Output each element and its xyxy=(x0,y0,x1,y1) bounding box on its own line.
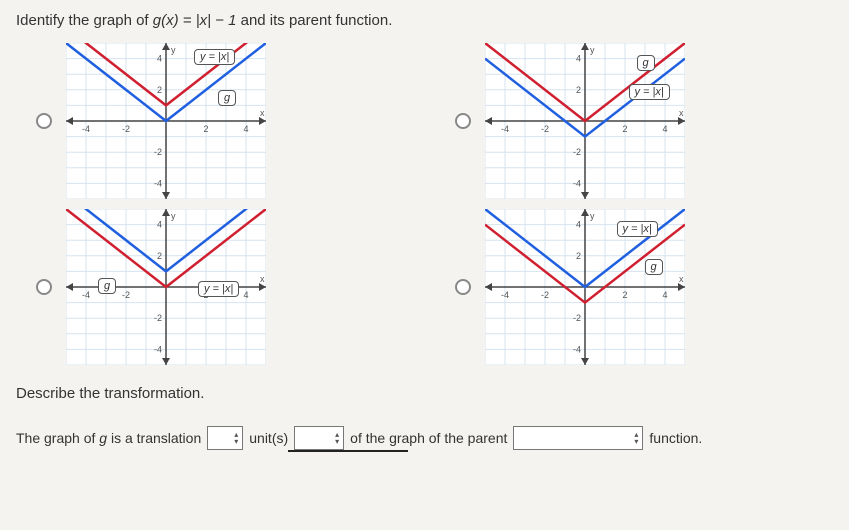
graph-area: -4 -4 -2 -2 2 2 4 4 x y y = |x| g xyxy=(66,43,266,199)
svg-text:-4: -4 xyxy=(572,344,580,354)
direction-stepper[interactable]: ▴▾ xyxy=(294,426,344,450)
svg-text:y: y xyxy=(590,211,595,221)
svg-text:2: 2 xyxy=(622,124,627,134)
units-count-stepper[interactable]: ▴▾ xyxy=(207,426,243,450)
svg-text:2: 2 xyxy=(157,85,162,95)
svg-text:y: y xyxy=(590,45,595,55)
svg-text:-2: -2 xyxy=(154,147,162,157)
svg-text:4: 4 xyxy=(575,220,580,230)
option-2[interactable]: -4 -4 -2 -2 2 2 4 4 x y y = |x| g xyxy=(455,43,814,199)
svg-text:x: x xyxy=(260,274,265,284)
svg-text:4: 4 xyxy=(243,290,248,300)
g-function-label: g xyxy=(645,259,663,275)
g-function-label: g xyxy=(637,55,655,71)
graph-area: -4 -4 -2 -2 2 2 4 4 x y y = |x| g xyxy=(485,43,685,199)
svg-text:-4: -4 xyxy=(500,290,508,300)
question-prefix: Identify the graph of xyxy=(16,12,153,29)
svg-text:-2: -2 xyxy=(572,313,580,323)
fill-row: The graph of g is a translation ▴▾ unit(… xyxy=(16,426,833,450)
svg-text:-2: -2 xyxy=(154,313,162,323)
svg-text:2: 2 xyxy=(575,251,580,261)
svg-text:-4: -4 xyxy=(82,124,90,134)
radio-button[interactable] xyxy=(36,113,52,129)
question-func: g(x) = |x| − 1 xyxy=(153,12,237,29)
svg-text:2: 2 xyxy=(157,251,162,261)
svg-text:4: 4 xyxy=(157,54,162,64)
g-function-label: g xyxy=(98,278,116,294)
underline-decoration xyxy=(288,450,408,452)
question-text: Identify the graph of g(x) = |x| − 1 and… xyxy=(16,12,833,29)
radio-button[interactable] xyxy=(455,113,471,129)
radio-button[interactable] xyxy=(455,279,471,295)
svg-text:4: 4 xyxy=(662,290,667,300)
svg-text:4: 4 xyxy=(243,124,248,134)
fill-text-3: of the graph of the parent xyxy=(350,430,507,446)
svg-text:y: y xyxy=(171,45,176,55)
svg-text:-2: -2 xyxy=(540,124,548,134)
svg-text:-4: -4 xyxy=(154,344,162,354)
svg-text:-4: -4 xyxy=(154,178,162,188)
svg-text:x: x xyxy=(260,108,265,118)
svg-text:-4: -4 xyxy=(500,124,508,134)
option-3[interactable]: -4-4-2-22244xyy = |x|g xyxy=(36,209,395,365)
svg-text:4: 4 xyxy=(575,54,580,64)
svg-text:-2: -2 xyxy=(122,290,130,300)
svg-text:x: x xyxy=(679,108,684,118)
parent-function-stepper[interactable]: ▴▾ xyxy=(513,426,643,450)
svg-text:y: y xyxy=(171,211,176,221)
svg-text:4: 4 xyxy=(157,220,162,230)
svg-text:-2: -2 xyxy=(572,147,580,157)
svg-text:-4: -4 xyxy=(572,178,580,188)
svg-text:-4: -4 xyxy=(82,290,90,300)
svg-text:4: 4 xyxy=(662,124,667,134)
graph-area: -4 -4 -2 -2 2 2 4 4 x y y = |x| g xyxy=(485,209,685,365)
svg-text:-2: -2 xyxy=(122,124,130,134)
svg-text:2: 2 xyxy=(575,85,580,95)
options-grid: -4 -4 -2 -2 2 2 4 4 x y y = |x| g -4 -4 -2 -2 2 2 4 4 x y y = … xyxy=(16,43,833,365)
graph-svg: -4 -4 -2 -2 2 2 4 4 x y xyxy=(66,43,266,199)
svg-text:2: 2 xyxy=(203,124,208,134)
parent-function-label: y = |x| xyxy=(194,49,235,65)
graph-area: -4-4-2-22244xyy = |x|g xyxy=(66,209,266,365)
fill-units: unit(s) xyxy=(249,430,288,446)
describe-label: Describe the transformation. xyxy=(16,385,833,402)
parent-function-label: y = |x| xyxy=(198,281,239,297)
parent-function-label: y = |x| xyxy=(617,221,658,237)
parent-function-label: y = |x| xyxy=(629,84,670,100)
option-1[interactable]: -4 -4 -2 -2 2 2 4 4 x y y = |x| g xyxy=(36,43,395,199)
question-suffix: and its parent function. xyxy=(236,12,392,29)
fill-text-1: The graph of g is a translation xyxy=(16,430,201,446)
svg-text:x: x xyxy=(679,274,684,284)
stepper-icon: ▴▾ xyxy=(234,431,238,445)
radio-button[interactable] xyxy=(36,279,52,295)
g-function-label: g xyxy=(218,90,236,106)
option-4[interactable]: -4 -4 -2 -2 2 2 4 4 x y y = |x| g xyxy=(455,209,814,365)
svg-text:-2: -2 xyxy=(540,290,548,300)
svg-text:2: 2 xyxy=(622,290,627,300)
stepper-icon: ▴▾ xyxy=(335,431,339,445)
stepper-icon: ▴▾ xyxy=(634,431,638,445)
fill-text-4: function. xyxy=(649,430,702,446)
